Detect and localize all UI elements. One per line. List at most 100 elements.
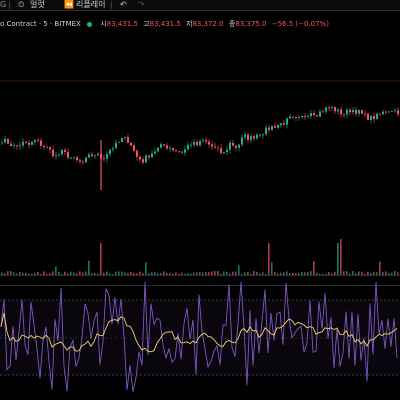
volume-bar bbox=[316, 272, 318, 275]
volume-bar bbox=[130, 271, 132, 275]
volume-bar bbox=[70, 271, 72, 275]
candle-body bbox=[49, 147, 51, 150]
volume-bar bbox=[205, 271, 207, 275]
top-toolbar: G | ⏲ 얼럿 ⏪ 리플레이 | ↶ ↷ bbox=[0, 0, 400, 10]
volume-bar bbox=[274, 272, 276, 275]
volume-bar bbox=[265, 273, 267, 275]
volume-bar bbox=[283, 272, 285, 275]
candle-body bbox=[301, 115, 303, 118]
volume-bar bbox=[94, 273, 96, 275]
open-value: 83,431.5 bbox=[106, 20, 138, 28]
candle-body bbox=[376, 113, 378, 120]
volume-bar bbox=[370, 273, 372, 275]
volume-bar bbox=[181, 272, 183, 275]
volume-bar bbox=[247, 271, 249, 275]
alert-clock-icon[interactable]: ⏲ bbox=[18, 0, 25, 9]
candle-body bbox=[298, 117, 300, 118]
high-label: 고 bbox=[143, 20, 150, 28]
candle-body bbox=[358, 110, 360, 114]
volume-bar bbox=[334, 271, 336, 275]
candle-body bbox=[310, 113, 312, 117]
volume-bar bbox=[91, 273, 93, 275]
volume-bar bbox=[7, 271, 9, 275]
candle-body bbox=[40, 140, 42, 146]
volume-bar bbox=[61, 273, 63, 275]
candle-body bbox=[202, 140, 204, 142]
market-status-dot bbox=[87, 21, 93, 27]
volume-bar bbox=[175, 272, 177, 275]
candle-body bbox=[265, 127, 267, 135]
candle-body bbox=[196, 142, 198, 146]
candle-body bbox=[19, 145, 21, 147]
candle-body bbox=[37, 140, 39, 142]
volume-bar bbox=[343, 271, 345, 275]
replay-rewind-icon[interactable]: ⏪ bbox=[64, 0, 74, 9]
volume-bar bbox=[376, 272, 378, 275]
alert-button[interactable]: 얼럿 bbox=[30, 0, 45, 9]
candle-body bbox=[118, 141, 120, 143]
candle-body bbox=[307, 116, 309, 117]
volume-bar bbox=[394, 271, 396, 275]
volume-bar bbox=[148, 273, 150, 275]
candle-body bbox=[154, 151, 156, 154]
candle-body bbox=[142, 159, 144, 163]
candle-body bbox=[16, 145, 18, 147]
toolbar-fragment-icon[interactable]: G bbox=[0, 0, 7, 9]
volume-bar bbox=[196, 272, 198, 275]
volume-bar bbox=[226, 271, 228, 275]
volume-bar bbox=[367, 271, 369, 275]
volume-bar bbox=[22, 272, 24, 275]
candle-body bbox=[88, 154, 90, 158]
redo-icon[interactable]: ↷ bbox=[138, 0, 145, 9]
candle-body bbox=[355, 110, 357, 114]
candle-body bbox=[1, 142, 3, 144]
volume-bar bbox=[4, 272, 6, 275]
symbol-label[interactable]: o Contract · 5 · BITMEX bbox=[0, 20, 81, 28]
volume-bar bbox=[31, 273, 33, 275]
candle-body bbox=[205, 140, 207, 142]
volume-bar bbox=[289, 273, 291, 275]
volume-bar bbox=[121, 271, 123, 275]
volume-bar bbox=[199, 271, 201, 275]
open-label: 시 bbox=[100, 20, 107, 28]
volume-bar bbox=[382, 271, 384, 275]
toolbar-divider: | bbox=[110, 0, 113, 9]
candle-body bbox=[55, 155, 57, 157]
volume-bar bbox=[100, 243, 102, 275]
candle-body bbox=[139, 156, 141, 160]
volume-bar bbox=[280, 272, 282, 275]
candle-body bbox=[151, 153, 153, 158]
candle-body bbox=[343, 114, 345, 116]
volume-bar bbox=[259, 273, 261, 275]
volume-bar bbox=[244, 272, 246, 275]
volume-bar bbox=[133, 272, 135, 275]
volume-bar bbox=[124, 272, 126, 275]
candle-body bbox=[4, 138, 6, 143]
undo-icon[interactable]: ↶ bbox=[120, 0, 127, 9]
candle-body bbox=[241, 137, 243, 145]
volume-bar bbox=[295, 273, 297, 275]
volume-bar bbox=[217, 271, 219, 275]
volume-bar bbox=[34, 272, 36, 275]
volume-bar bbox=[346, 271, 348, 275]
candle-body bbox=[109, 149, 111, 155]
volume-bar bbox=[322, 273, 324, 275]
volume-bar bbox=[193, 272, 195, 275]
candle-body bbox=[346, 109, 348, 115]
volume-bar bbox=[253, 271, 255, 275]
volume-bar bbox=[13, 272, 15, 275]
chart-legend: o Contract · 5 · BITMEX 시83,431.5 고83,43… bbox=[0, 18, 329, 30]
toolbar-divider: | bbox=[8, 0, 11, 9]
candle-body bbox=[262, 134, 264, 136]
volume-bar bbox=[328, 272, 330, 275]
volume-bar bbox=[82, 272, 84, 275]
volume-bar bbox=[55, 266, 57, 275]
candle-body bbox=[367, 113, 369, 120]
candle-body bbox=[115, 142, 117, 149]
candle-body bbox=[166, 145, 168, 149]
candle-body bbox=[271, 126, 273, 130]
candle-body bbox=[7, 138, 9, 144]
replay-button[interactable]: 리플레이 bbox=[76, 0, 106, 9]
low-label: 저 bbox=[186, 20, 193, 28]
